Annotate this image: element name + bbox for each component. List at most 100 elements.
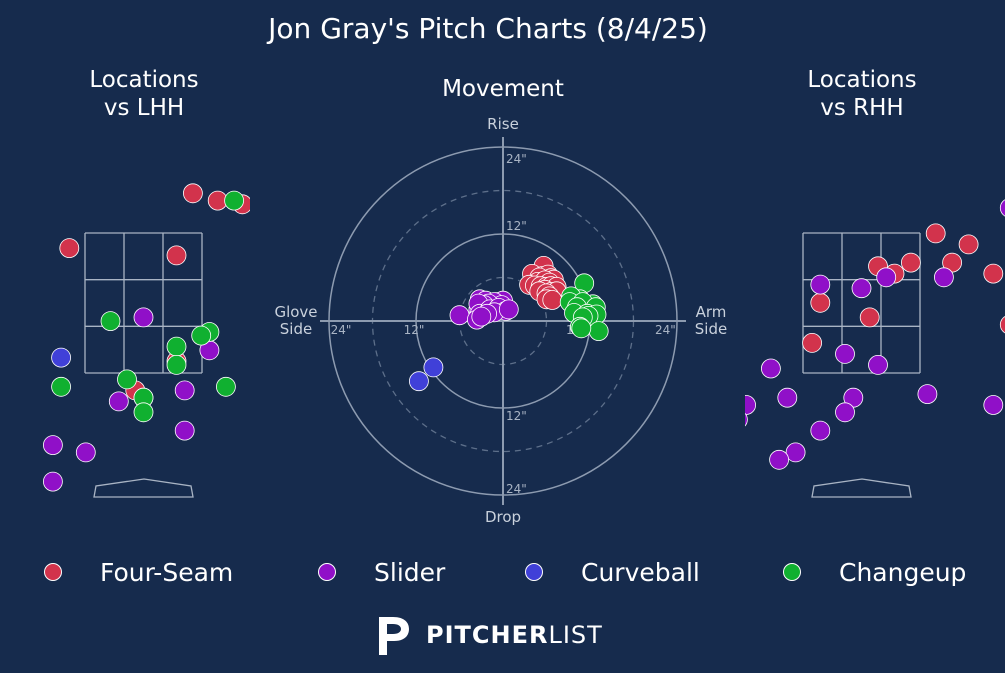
legend-marker-slider <box>318 563 336 581</box>
legend-marker-changeup <box>783 563 801 581</box>
rhh-point-four-seam <box>859 307 880 328</box>
pitcherlist-logo: PITCHERLIST <box>376 612 603 658</box>
rhh-point-slider <box>983 395 1004 415</box>
legend-item-four-seam: Four-Seam <box>44 552 233 592</box>
rhh-point-four-seam <box>810 292 831 313</box>
rhh-point-slider <box>810 420 831 441</box>
rhh-panel-title: Locations vs RHH <box>807 67 916 121</box>
movement-label-arm-side: Arm Side <box>695 303 727 338</box>
brand-text-bold: PITCHER <box>426 621 549 649</box>
rhh-point-four-seam <box>901 252 921 273</box>
rhh-point-slider <box>720 421 739 440</box>
ring-label: 24" <box>506 482 527 496</box>
text-line: Side <box>695 320 727 338</box>
chart-title: Jon Gray's Pitch Charts (8/4/25) <box>266 12 708 45</box>
lhh-point-slider <box>43 435 63 456</box>
movement-point-curveball <box>408 371 429 392</box>
movement-label-drop: Drop <box>485 508 521 526</box>
rhh-point-four-seam <box>958 234 979 255</box>
ring-label: 24" <box>331 323 352 337</box>
rhh-point-four-seam <box>999 316 1005 334</box>
ring-label: 24" <box>506 152 527 166</box>
rhh-point-slider <box>810 274 831 295</box>
legend: Four-Seam Slider Curveball Changeup <box>0 552 1005 592</box>
brand-text-light: LIST <box>548 621 603 649</box>
movement-point-curveball <box>423 357 444 378</box>
lhh-point-changeup <box>191 325 212 346</box>
rhh-point-four-seam <box>983 263 1004 284</box>
rhh-location-panel: Locations vs RHH <box>720 67 1005 498</box>
pitch-charts-figure: Jon Gray's Pitch Charts (8/4/25) Locatio… <box>43 12 1005 526</box>
ring-label: 12" <box>506 409 527 423</box>
rhh-point-slider <box>761 358 781 379</box>
rhh-point-four-seam <box>802 332 822 353</box>
movement-point-changeup <box>571 318 592 339</box>
rhh-point-slider <box>876 267 897 288</box>
lhh-point-changeup <box>166 336 187 357</box>
rhh-point-slider <box>745 412 748 427</box>
lhh-point-slider <box>133 307 154 328</box>
movement-pitch-points <box>408 255 609 392</box>
lhh-point-changeup <box>166 354 187 375</box>
legend-item-changeup: Changeup <box>783 552 966 592</box>
rhh-point-slider <box>934 267 954 288</box>
lhh-pitch-points <box>43 183 326 492</box>
pitcherlist-p-icon <box>379 617 409 655</box>
rhh-point-slider <box>999 199 1005 217</box>
lhh-panel-title: Locations vs LHH <box>89 67 198 121</box>
movement-point-four-seam <box>542 290 563 310</box>
lhh-point-slider <box>75 442 96 463</box>
lhh-point-changeup <box>133 402 154 423</box>
lhh-point-changeup <box>215 376 236 397</box>
lhh-point-changeup <box>100 311 121 332</box>
text-line: Arm <box>696 303 727 321</box>
legend-label-changeup: Changeup <box>839 557 967 587</box>
rhh-point-slider <box>917 384 938 405</box>
text-line: Locations <box>807 67 916 93</box>
lhh-location-panel: Locations vs LHH <box>43 67 326 498</box>
text-line: vs LHH <box>104 95 184 121</box>
movement-point-changeup <box>588 321 609 342</box>
lhh-point-four-seam <box>59 238 80 259</box>
rhh-point-slider <box>868 354 888 375</box>
rhh-point-slider <box>835 343 855 364</box>
legend-item-curveball: Curveball <box>525 552 700 592</box>
ring-label: 24" <box>655 323 676 337</box>
legend-label-four-seam: Four-Seam <box>100 557 234 587</box>
rhh-point-slider <box>835 402 855 423</box>
rhh-point-four-seam <box>925 223 946 244</box>
lhh-point-four-seam <box>307 268 326 287</box>
rhh-point-slider <box>851 278 872 299</box>
lhh-point-slider <box>174 420 195 441</box>
legend-marker-curveball <box>525 563 543 581</box>
lhh-point-changeup <box>224 190 245 211</box>
movement-polar-grid: 12"24"12"24"12"24"12"24" <box>320 137 686 505</box>
legend-label-curveball: Curveball <box>581 557 700 587</box>
movement-point-slider <box>498 299 519 320</box>
text-line: Locations <box>89 67 198 93</box>
rhh-pitch-points <box>720 199 1005 470</box>
text-line: vs RHH <box>820 95 903 121</box>
text-line: Glove <box>274 303 317 321</box>
movement-label-rise: Rise <box>487 115 519 133</box>
movement-panel: Movement 12"24"12"24"12"24"12"24" Rise D… <box>274 76 727 526</box>
legend-marker-four-seam <box>44 563 62 581</box>
lhh-point-slider <box>108 391 129 412</box>
rhh-strike-zone <box>802 232 921 374</box>
movement-point-slider <box>471 306 492 327</box>
legend-label-slider: Slider <box>374 557 446 587</box>
movement-label-glove-side: Glove Side <box>274 303 317 338</box>
lhh-point-four-seam <box>166 245 187 266</box>
rhh-home-plate <box>811 478 912 498</box>
legend-item-slider: Slider <box>318 552 445 592</box>
lhh-point-changeup <box>51 376 71 397</box>
lhh-home-plate <box>93 478 194 498</box>
rhh-point-slider <box>769 449 789 470</box>
lhh-point-curveball <box>51 347 71 368</box>
movement-point-slider <box>449 305 470 326</box>
rhh-point-slider <box>745 395 756 415</box>
ring-label: 12" <box>506 219 527 233</box>
ring-label: 12" <box>404 323 425 337</box>
lhh-point-changeup <box>117 369 137 390</box>
lhh-point-slider <box>174 380 195 401</box>
